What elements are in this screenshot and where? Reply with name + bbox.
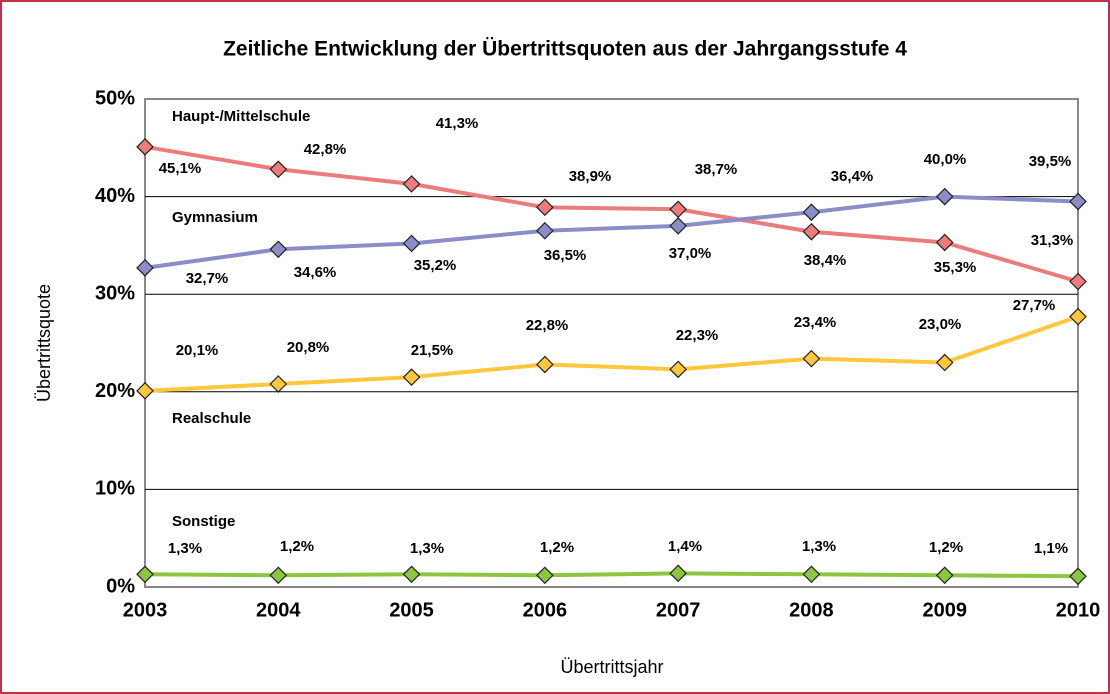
marker <box>536 355 554 374</box>
x-tick-label: 2007 <box>656 599 701 621</box>
marker <box>269 375 288 393</box>
marker <box>669 360 687 379</box>
data-label: 35,3% <box>934 259 977 276</box>
series-label: Haupt-/Mittelschule <box>172 108 310 125</box>
marker <box>669 217 687 235</box>
y-tick-label: 20% <box>95 380 135 402</box>
data-label: 35,2% <box>414 257 457 274</box>
chart-title: Zeitliche Entwicklung der Übertrittsquot… <box>223 38 907 61</box>
data-label: 1,3% <box>802 538 836 555</box>
data-label: 20,8% <box>287 339 330 356</box>
data-label: 22,8% <box>526 317 569 334</box>
data-label: 1,2% <box>280 538 314 555</box>
x-tick-label: 2003 <box>123 599 168 621</box>
data-label: 38,7% <box>695 161 738 178</box>
marker <box>1069 567 1087 586</box>
data-label: 34,6% <box>294 264 337 281</box>
series-line <box>144 571 1079 579</box>
y-tick-label: 40% <box>95 185 135 207</box>
marker <box>935 353 954 372</box>
marker <box>935 233 954 252</box>
y-tick-label: 0% <box>106 575 135 597</box>
marker <box>136 381 154 400</box>
data-label: 38,4% <box>804 252 847 269</box>
data-label: 27,7% <box>1013 297 1056 314</box>
data-label: 37,0% <box>669 245 712 262</box>
data-label: 1,2% <box>540 539 574 556</box>
marker <box>402 175 421 193</box>
marker <box>269 160 288 179</box>
plot-area <box>144 98 1079 588</box>
data-label: 1,4% <box>668 538 702 555</box>
marker <box>802 203 821 222</box>
x-tick-label: 2006 <box>523 599 568 621</box>
marker <box>669 564 687 583</box>
data-label: 21,5% <box>411 342 454 359</box>
y-tick-label: 50% <box>95 87 135 109</box>
marker <box>269 240 288 259</box>
x-tick-label: 2005 <box>389 599 434 621</box>
marker <box>536 198 554 217</box>
marker <box>402 234 421 253</box>
data-label: 42,8% <box>304 141 347 158</box>
marker <box>802 222 821 241</box>
data-label: 39,5% <box>1029 153 1072 170</box>
marker <box>536 566 554 585</box>
data-label: 41,3% <box>436 115 479 132</box>
marker <box>136 565 154 584</box>
marker <box>802 349 821 368</box>
x-tick-label: 2010 <box>1056 599 1101 621</box>
data-label: 20,1% <box>176 342 219 359</box>
series-line <box>144 144 1079 284</box>
marker <box>802 565 821 584</box>
marker <box>136 258 154 277</box>
data-label: 38,9% <box>569 168 612 185</box>
x-tick-label: 2004 <box>256 599 301 621</box>
marker <box>935 187 954 206</box>
x-tick-label: 2008 <box>789 599 834 621</box>
marker <box>402 565 421 584</box>
marker <box>269 566 288 585</box>
series-line <box>144 314 1079 393</box>
data-label: 1,3% <box>168 540 202 557</box>
data-label: 22,3% <box>676 327 719 344</box>
series-label: Sonstige <box>172 513 235 530</box>
series-label: Gymnasium <box>172 209 258 226</box>
y-axis-label: Übertrittsquote <box>34 284 54 402</box>
data-label: 23,0% <box>919 316 962 333</box>
marker <box>136 137 154 156</box>
marker <box>935 566 954 585</box>
x-axis-label: Übertrittsjahr <box>560 657 663 677</box>
marker <box>402 368 421 387</box>
series-line <box>144 194 1079 270</box>
marker <box>1069 272 1087 291</box>
data-label: 1,1% <box>1034 540 1068 557</box>
data-label: 36,4% <box>831 168 874 185</box>
series-label: Realschule <box>172 410 251 427</box>
data-label: 45,1% <box>159 160 202 177</box>
data-label: 31,3% <box>1031 232 1074 249</box>
x-tick-label: 2009 <box>922 599 967 621</box>
data-label: 1,3% <box>410 540 444 557</box>
y-tick-label: 10% <box>95 478 135 500</box>
y-tick-label: 30% <box>95 282 135 304</box>
data-label: 40,0% <box>924 151 967 168</box>
marker <box>1069 192 1087 211</box>
marker <box>536 221 554 240</box>
data-label: 32,7% <box>186 270 229 287</box>
data-label: 1,2% <box>929 539 963 556</box>
data-label: 36,5% <box>544 247 587 264</box>
data-label: 23,4% <box>794 314 837 331</box>
marker <box>1069 307 1087 326</box>
